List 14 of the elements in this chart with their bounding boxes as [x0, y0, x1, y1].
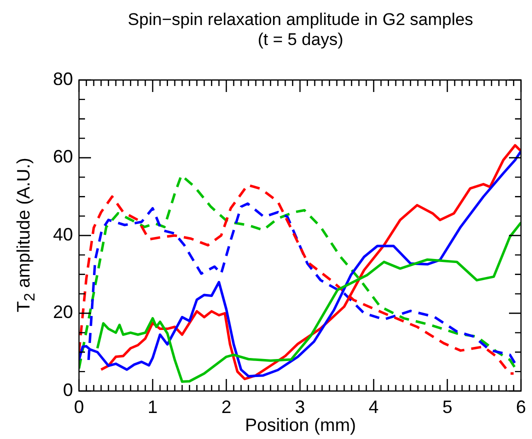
x-axis-title: Position (mm) — [244, 415, 357, 436]
chart-subtitle: (t = 5 days) — [256, 30, 344, 50]
y-tick-label: 40 — [52, 224, 73, 244]
y-tick-label: 60 — [52, 146, 73, 167]
y-tick-label: 20 — [52, 302, 73, 322]
x-tick-label: 2 — [221, 396, 232, 417]
y-tick-label: 0 — [62, 380, 73, 400]
x-tick-label: 1 — [148, 396, 158, 417]
x-tick-label: 6 — [516, 396, 526, 417]
chart-title: Spin−spin relaxation amplitude in G2 samples — [126, 10, 474, 30]
x-tick-label: 3 — [294, 396, 306, 417]
y-tick-label: 80 — [52, 68, 73, 89]
x-tick-label: 5 — [442, 396, 452, 417]
x-tick-label: 4 — [368, 396, 379, 417]
